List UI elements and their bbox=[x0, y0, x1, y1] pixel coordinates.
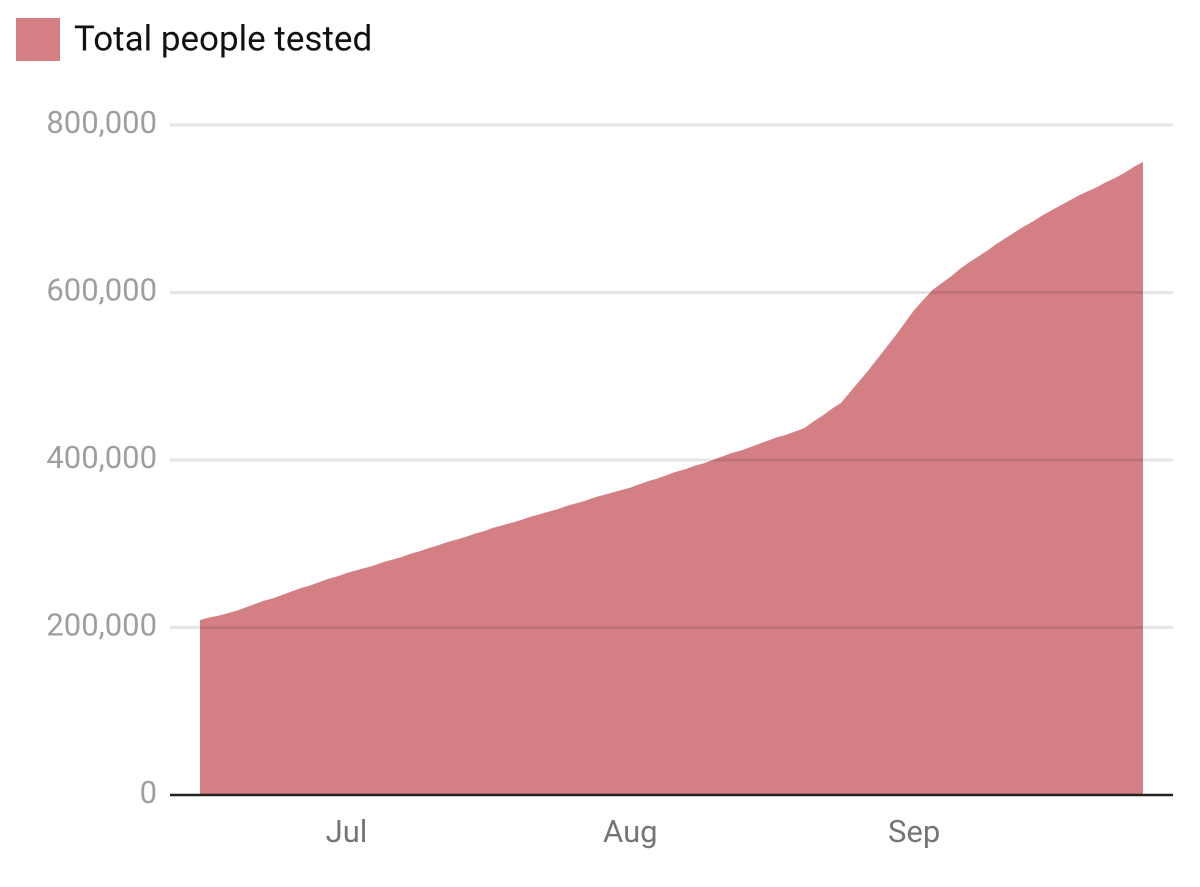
y-tick-label: 0 bbox=[140, 774, 157, 811]
y-tick-label: 200,000 bbox=[46, 607, 157, 644]
y-tick-label: 600,000 bbox=[46, 272, 157, 309]
legend-swatch bbox=[16, 18, 60, 61]
x-tick-label: Sep bbox=[888, 813, 940, 850]
y-tick-label: 400,000 bbox=[46, 439, 157, 476]
area bbox=[200, 161, 1143, 796]
legend-label: Total people tested bbox=[74, 18, 372, 59]
y-tick-label: 800,000 bbox=[46, 104, 157, 141]
x-tick-label: Aug bbox=[603, 813, 658, 850]
x-tick-label: Jul bbox=[326, 813, 368, 850]
